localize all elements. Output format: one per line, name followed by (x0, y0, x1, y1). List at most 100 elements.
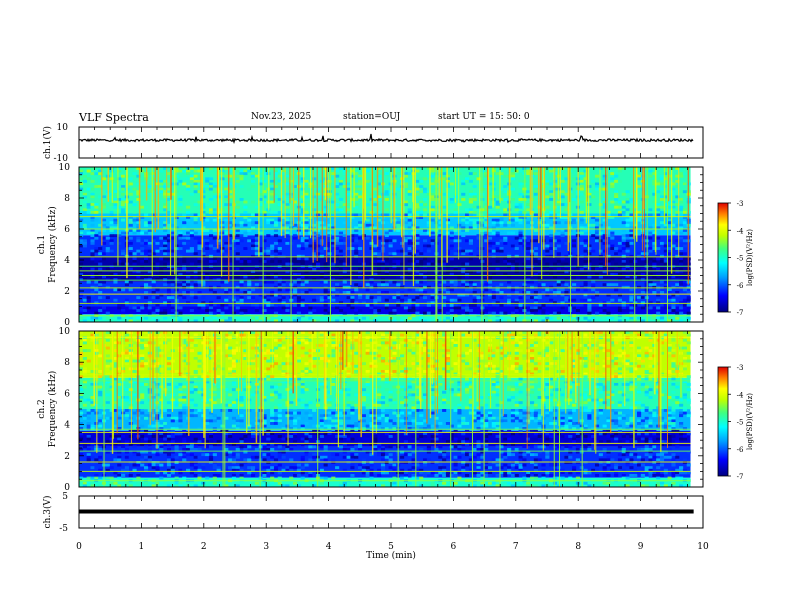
psd-cell (143, 375, 149, 379)
psd-cell (621, 306, 626, 310)
psd-cell (285, 437, 290, 441)
psd-cell (216, 296, 221, 300)
psd-cell (296, 375, 301, 379)
psd-cell (270, 254, 275, 258)
psd-cell (147, 254, 152, 258)
psd-cell (113, 406, 118, 410)
psd-cell (487, 262, 493, 266)
psd-cell (170, 280, 175, 284)
psd-cell (369, 316, 374, 320)
psd-cell (594, 218, 600, 222)
psd-cell (262, 448, 267, 451)
psd-cell (495, 218, 500, 222)
psd-cell (197, 291, 202, 294)
psd-cell (285, 372, 290, 376)
psd-cell (300, 427, 305, 431)
psd-cell (415, 213, 420, 217)
psd-cell (629, 288, 634, 292)
psd-cell (621, 309, 626, 312)
psd-cell (323, 309, 328, 312)
psd-cell (205, 177, 210, 181)
psd-cell (94, 260, 99, 263)
psd-cell (686, 296, 691, 300)
psd-cell (159, 435, 164, 438)
psd-cell (90, 424, 95, 428)
psd-cell (526, 172, 531, 176)
psd-cell (128, 267, 133, 271)
psd-cell (354, 244, 359, 248)
psd-cell (675, 293, 680, 297)
psd-cell (510, 223, 516, 227)
psd-cell (472, 293, 477, 297)
psd-cell (178, 198, 183, 201)
psd-cell (193, 484, 198, 488)
psd-cell (201, 169, 206, 173)
psd-cell (247, 458, 252, 462)
psd-cell (323, 288, 328, 292)
psd-cell (178, 398, 183, 402)
psd-cell (686, 303, 691, 307)
psd-cell (377, 167, 382, 170)
psd-cell (545, 262, 550, 266)
psd-cell (614, 203, 619, 207)
psd-cell (231, 474, 236, 477)
psd-cell (151, 257, 156, 261)
psd-cell (193, 169, 198, 173)
psd-cell (442, 285, 447, 289)
psd-cell (182, 476, 187, 480)
psd-cell (224, 288, 229, 292)
psd-cell (254, 303, 259, 307)
psd-cell (247, 319, 252, 323)
psd-cell (273, 466, 279, 470)
psd-cell (335, 319, 340, 323)
psd-cell (625, 241, 630, 245)
psd-cell (243, 349, 248, 353)
psd-cell (82, 298, 87, 302)
psd-cell (445, 198, 451, 201)
psd-cell (117, 435, 122, 438)
psd-cell (472, 291, 477, 294)
psd-cell (430, 231, 435, 235)
psd-cell (140, 344, 145, 347)
psd-cell (312, 203, 317, 207)
psd-cell (369, 306, 374, 310)
psd-cell (117, 205, 122, 209)
psd-cell (426, 187, 431, 191)
psd-cell (312, 481, 317, 485)
psd-cell (90, 187, 95, 191)
psd-cell (426, 174, 431, 178)
psd-cell (675, 223, 680, 227)
psd-cell (228, 354, 233, 358)
psd-cell (625, 200, 630, 204)
psd-cell (304, 229, 309, 232)
psd-cell (117, 185, 122, 188)
psd-cell (304, 432, 309, 436)
psd-cell (587, 301, 592, 305)
psd-cell (281, 200, 286, 204)
psd-cell (94, 316, 99, 320)
psd-cell (675, 247, 680, 250)
psd-cell (598, 275, 603, 279)
psd-cell (228, 450, 233, 454)
psd-cell (212, 319, 217, 323)
psd-cell (289, 383, 294, 386)
psd-cell (266, 280, 271, 284)
psd-cell (465, 213, 470, 217)
psd-cell (556, 252, 561, 256)
psd-cell (484, 174, 489, 178)
psd-cell (121, 185, 126, 188)
psd-cell (235, 455, 240, 459)
psd-cell (143, 241, 149, 245)
psd-cell (327, 234, 332, 238)
psd-cell (331, 247, 336, 250)
psd-cell (293, 272, 298, 276)
psd-cell (281, 380, 286, 384)
psd-cell (415, 303, 420, 307)
psd-cell (491, 221, 496, 225)
psd-cell (101, 218, 107, 222)
psd-cell (445, 231, 451, 235)
psd-cell (296, 331, 301, 334)
psd-cell (457, 223, 462, 227)
psd-cell (602, 226, 607, 230)
psd-cell (384, 267, 389, 271)
